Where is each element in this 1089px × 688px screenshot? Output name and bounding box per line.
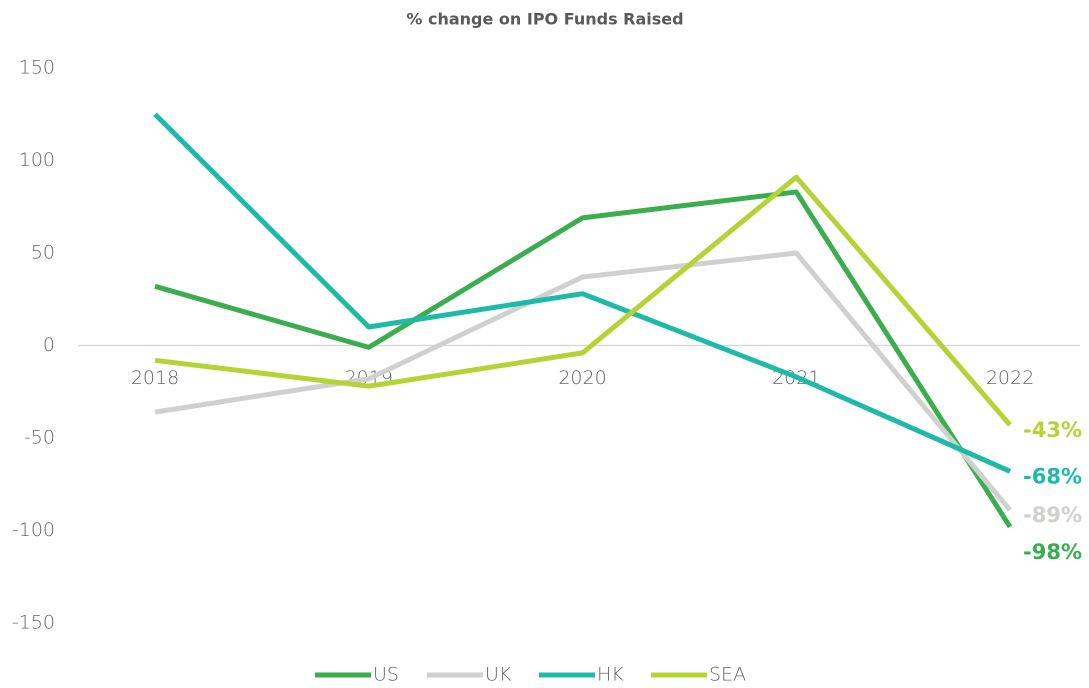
series-line: [154, 174, 1012, 427]
data-label: -98%: [1023, 540, 1082, 564]
legend-label: UK: [485, 664, 512, 686]
series-line: [154, 189, 1013, 529]
x-tick-label: 2018: [131, 367, 179, 389]
series-line: [153, 112, 1012, 474]
y-tick-label: -100: [12, 519, 55, 541]
legend-label: SEA: [709, 664, 746, 686]
x-tick-label: 2020: [558, 367, 606, 389]
y-tick-label: -50: [24, 427, 55, 449]
y-tick-label: 100: [19, 149, 55, 171]
chart-title: % change on IPO Funds Raised: [406, 10, 683, 29]
y-tick-label: 0: [43, 334, 55, 356]
x-tick-label: 2022: [986, 367, 1034, 389]
y-tick-label: 150: [19, 57, 55, 79]
data-label: -89%: [1023, 503, 1082, 527]
y-tick-label: -150: [12, 612, 55, 634]
data-label: -43%: [1023, 418, 1082, 442]
legend-label: US: [373, 664, 399, 686]
series-line: [154, 250, 1012, 512]
data-label: -68%: [1023, 464, 1082, 488]
y-tick-label: 50: [31, 242, 55, 264]
legend-label: HK: [597, 664, 624, 686]
